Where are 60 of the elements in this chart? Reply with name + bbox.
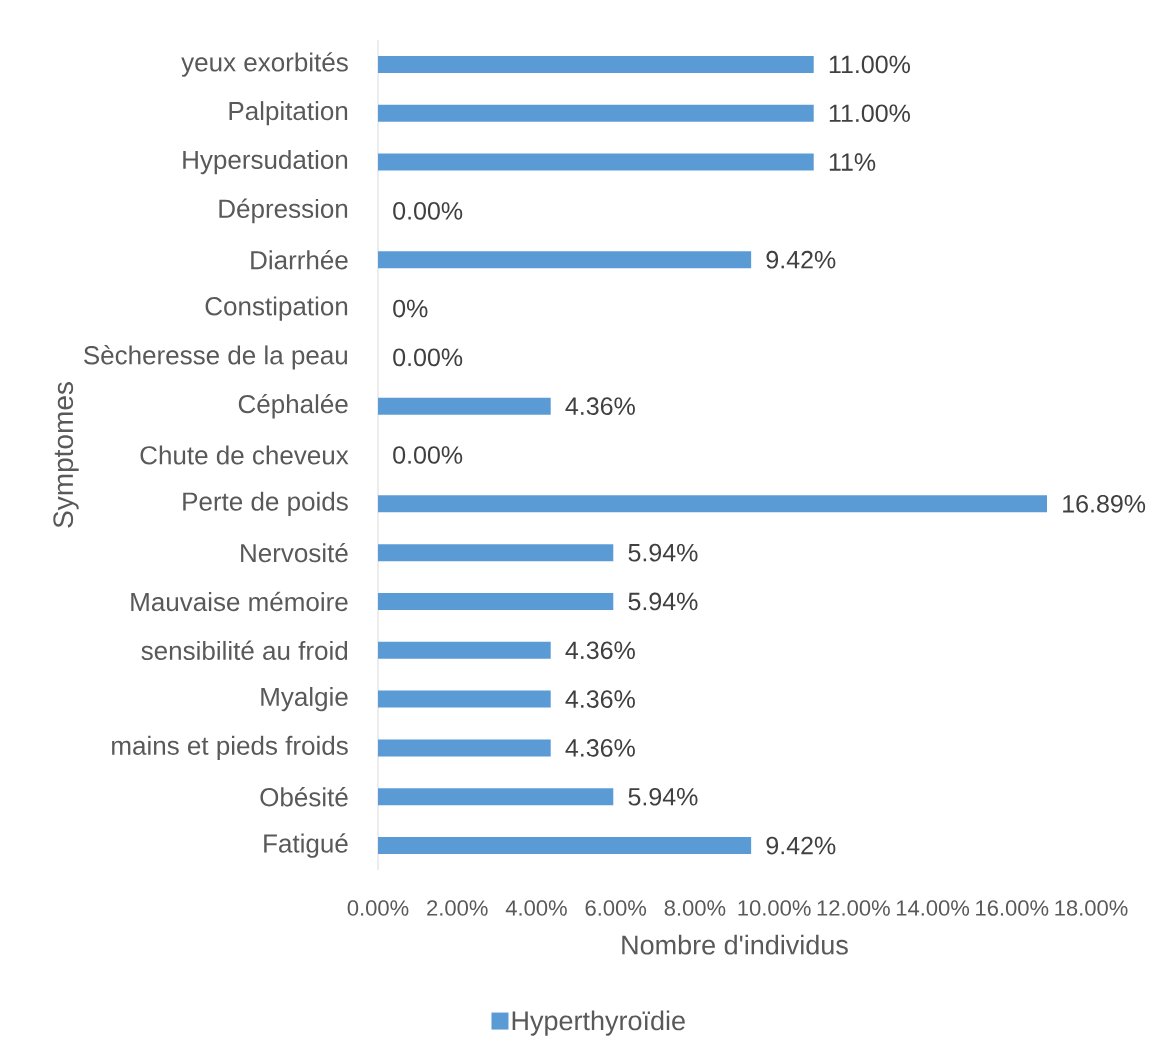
data-label: 5.94% (628, 592, 698, 611)
y-tick-label: Chute de cheveux (140, 445, 349, 465)
y-tick-label: Dépression (219, 198, 348, 224)
y-tick-label: mains et pieds froids (112, 735, 348, 761)
bar (378, 495, 1048, 513)
y-tick-label: Hypersudation (183, 149, 348, 175)
x-tick-label: 8.00% (664, 900, 726, 916)
data-label: 0% (393, 299, 428, 318)
y-tick-label: Constipation (205, 296, 348, 321)
bar (378, 788, 614, 806)
bar (378, 55, 814, 73)
bar (378, 544, 614, 562)
bar (378, 739, 551, 757)
y-tick-label: Myalgie (261, 687, 348, 712)
data-label: 11.00% (829, 104, 910, 123)
bar (378, 690, 551, 708)
data-label: 9.42% (766, 250, 836, 269)
data-label: 4.36% (565, 690, 635, 708)
y-tick-label: Perte de poids (183, 491, 348, 516)
x-tick-label: 14.00% (896, 900, 970, 916)
y-tick-label: Palpitation (229, 101, 348, 126)
bar (378, 641, 551, 659)
x-axis-title: Nombre d'individus (622, 934, 848, 955)
x-tick-label: 18.00% (1055, 900, 1128, 916)
data-label: 16.89% (1063, 494, 1146, 513)
x-tick-label: 0.00% (347, 900, 409, 916)
bar (378, 153, 814, 171)
y-axis-title: Symptomes (53, 382, 79, 528)
data-label: 4.36% (565, 397, 635, 416)
x-tick-label: 2.00% (427, 900, 488, 916)
bar (378, 251, 752, 269)
data-label: 11% (829, 153, 876, 171)
bar (378, 397, 551, 415)
bar (378, 592, 614, 610)
y-tick-label: Mauvaise mémoire (131, 591, 348, 612)
x-tick-label: 16.00% (976, 900, 1049, 916)
x-tick-label: 12.00% (817, 900, 890, 916)
y-tick-label: Sècheresse de la peau (84, 345, 348, 370)
data-label: 0.00% (393, 348, 463, 367)
x-tick-label: 4.00% (505, 900, 567, 916)
data-label: 5.94% (628, 787, 698, 806)
bar (378, 837, 752, 855)
y-tick-label: Fatigué (264, 833, 348, 858)
y-tick-label: sensibilité au froid (141, 640, 348, 660)
y-tick-label: Obésité (260, 787, 348, 807)
y-tick-label: yeux exorbités (181, 52, 348, 77)
x-tick-label: 10.00% (738, 900, 811, 916)
data-label: 9.42% (766, 836, 836, 855)
data-label: 0.00% (393, 202, 463, 220)
data-label: 5.94% (628, 543, 698, 562)
data-label: 4.36% (565, 739, 635, 757)
y-tick-label: Diarrhée (251, 250, 348, 270)
data-label: 11.00% (829, 55, 910, 74)
legend-label: Hyperthyroïdie (512, 1010, 685, 1036)
data-label: 0.00% (393, 446, 463, 464)
x-tick-label: 6.00% (585, 900, 647, 916)
data-label: 4.36% (565, 641, 635, 660)
bar (378, 104, 814, 122)
y-tick-label: Nervosité (241, 542, 348, 563)
y-tick-label: Céphalée (238, 393, 348, 419)
